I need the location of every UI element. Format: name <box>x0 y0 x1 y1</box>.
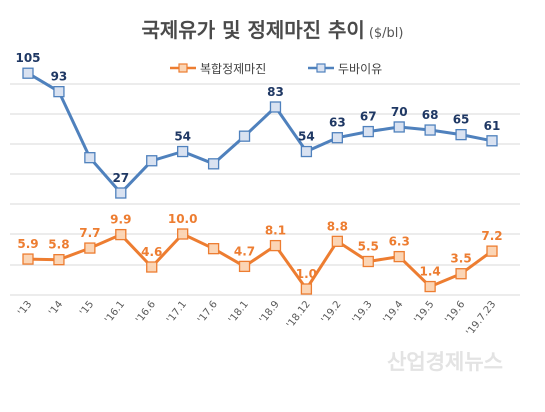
series-1-point-9 <box>300 145 313 158</box>
legend-swatch-refining-margin <box>170 63 196 73</box>
series-0-point-15 <box>486 245 498 257</box>
series-1-label-12: 70 <box>391 105 408 119</box>
series-0-label-5: 10.0 <box>168 212 198 226</box>
series-0-label-14: 3.5 <box>450 252 471 266</box>
series-1-point-8 <box>269 101 282 113</box>
series-0-point-7 <box>238 260 251 273</box>
series-1-label-5: 54 <box>174 130 191 144</box>
series-0-label-15: 7.2 <box>481 229 502 243</box>
series-0-label-0: 5.9 <box>17 237 38 251</box>
x-tick-label-15: '19.7.23 <box>465 299 499 338</box>
series-1-point-6 <box>207 158 220 170</box>
series-0-label-1: 5.8 <box>48 238 69 252</box>
series-0-point-13 <box>424 280 436 293</box>
series-1-point-0 <box>22 67 34 79</box>
x-tick-label-11: '19.3 <box>351 299 375 325</box>
series-1-label-13: 68 <box>422 108 439 122</box>
x-tick-label-13: '19.5 <box>412 299 436 325</box>
series-0-label-2: 7.7 <box>79 226 100 240</box>
chart-title-text: 국제유가 및 정제마진 추이 <box>141 18 365 42</box>
series-1-point-5 <box>177 145 189 158</box>
series-1-point-10 <box>331 132 343 144</box>
series-0-label-11: 5.5 <box>358 240 379 254</box>
series-1-point-2 <box>84 152 96 164</box>
series-1-label-3: 27 <box>112 171 129 185</box>
x-tick-label-4: '16.6 <box>134 299 158 325</box>
series-1-label-0: 105 <box>15 51 40 65</box>
legend-swatch-dubai-oil <box>308 63 334 73</box>
x-tick-label-12: '19.4 <box>381 299 405 325</box>
series-0-point-1 <box>53 254 65 266</box>
series-1-point-15 <box>486 135 498 147</box>
series-0-point-10 <box>331 235 343 247</box>
series-1-label-11: 67 <box>360 110 377 124</box>
series-0-point-4 <box>146 261 158 273</box>
series-1-label-9: 54 <box>298 130 315 144</box>
x-tick-label-14: '19.6 <box>443 299 467 325</box>
series-0-point-0 <box>22 253 34 265</box>
series-1-point-1 <box>53 85 65 98</box>
series-0-point-14 <box>455 268 467 280</box>
x-tick-label-1: '14 <box>47 299 65 318</box>
series-0-point-9 <box>300 283 313 295</box>
series-1-label-14: 65 <box>453 113 470 127</box>
series-0-point-6 <box>207 243 220 255</box>
series-0-point-8 <box>269 239 282 252</box>
series-0-label-8: 8.1 <box>265 224 286 238</box>
series-line-1 <box>27 71 493 195</box>
series-1-label-15: 61 <box>484 119 501 133</box>
series-0-point-12 <box>393 250 405 263</box>
series-line-0 <box>27 232 493 291</box>
x-tick-label-10: '19.2 <box>320 299 344 325</box>
series-1-label-8: 83 <box>267 85 284 99</box>
series-1-point-13 <box>424 124 436 136</box>
x-tick-label-2: '15 <box>78 299 96 318</box>
series-1-point-14 <box>455 128 467 141</box>
series-1-point-11 <box>362 125 374 138</box>
series-1-point-7 <box>238 130 251 142</box>
series-0-label-4: 4.6 <box>141 245 162 259</box>
series-1-point-12 <box>393 121 405 133</box>
x-tick-label-3: '16.1 <box>103 299 127 325</box>
x-tick-label-9: '18.12 <box>285 299 313 331</box>
series-0-point-2 <box>84 242 96 254</box>
series-0-point-5 <box>177 228 189 240</box>
series-0-label-13: 1.4 <box>420 265 441 279</box>
x-tick-label-0: '13 <box>16 299 34 318</box>
legend-label-refining-margin: 복합정제마진 <box>200 62 267 76</box>
series-0-point-11 <box>362 255 374 268</box>
watermark-logo: 산업경제뉴스 <box>387 350 503 374</box>
x-tick-label-8: '18.9 <box>258 299 282 325</box>
chart-title: 국제유가 및 정제마진 추이 ($/bl) <box>0 14 545 43</box>
series-1-label-10: 63 <box>329 116 346 130</box>
series-0-label-7: 4.7 <box>234 244 255 258</box>
series-0-point-3 <box>115 228 127 241</box>
series-1-label-1: 93 <box>51 70 68 84</box>
x-tick-label-6: '17.6 <box>196 299 220 325</box>
series-0-label-9: 1.0 <box>296 267 317 281</box>
series-1-point-3 <box>115 187 127 199</box>
series-0-label-10: 8.8 <box>327 219 348 233</box>
legend-label-dubai-oil: 두바이유 <box>338 62 383 76</box>
chart-unit: ($/bl) <box>368 26 404 41</box>
x-tick-label-7: '18.1 <box>227 299 251 325</box>
x-tick-label-5: '17.1 <box>165 299 189 325</box>
series-1-point-4 <box>146 155 158 167</box>
series-0-label-3: 9.9 <box>110 213 131 227</box>
series-0-label-12: 6.3 <box>389 235 410 249</box>
